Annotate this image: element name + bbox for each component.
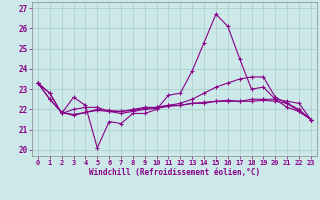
X-axis label: Windchill (Refroidissement éolien,°C): Windchill (Refroidissement éolien,°C) xyxy=(89,168,260,177)
